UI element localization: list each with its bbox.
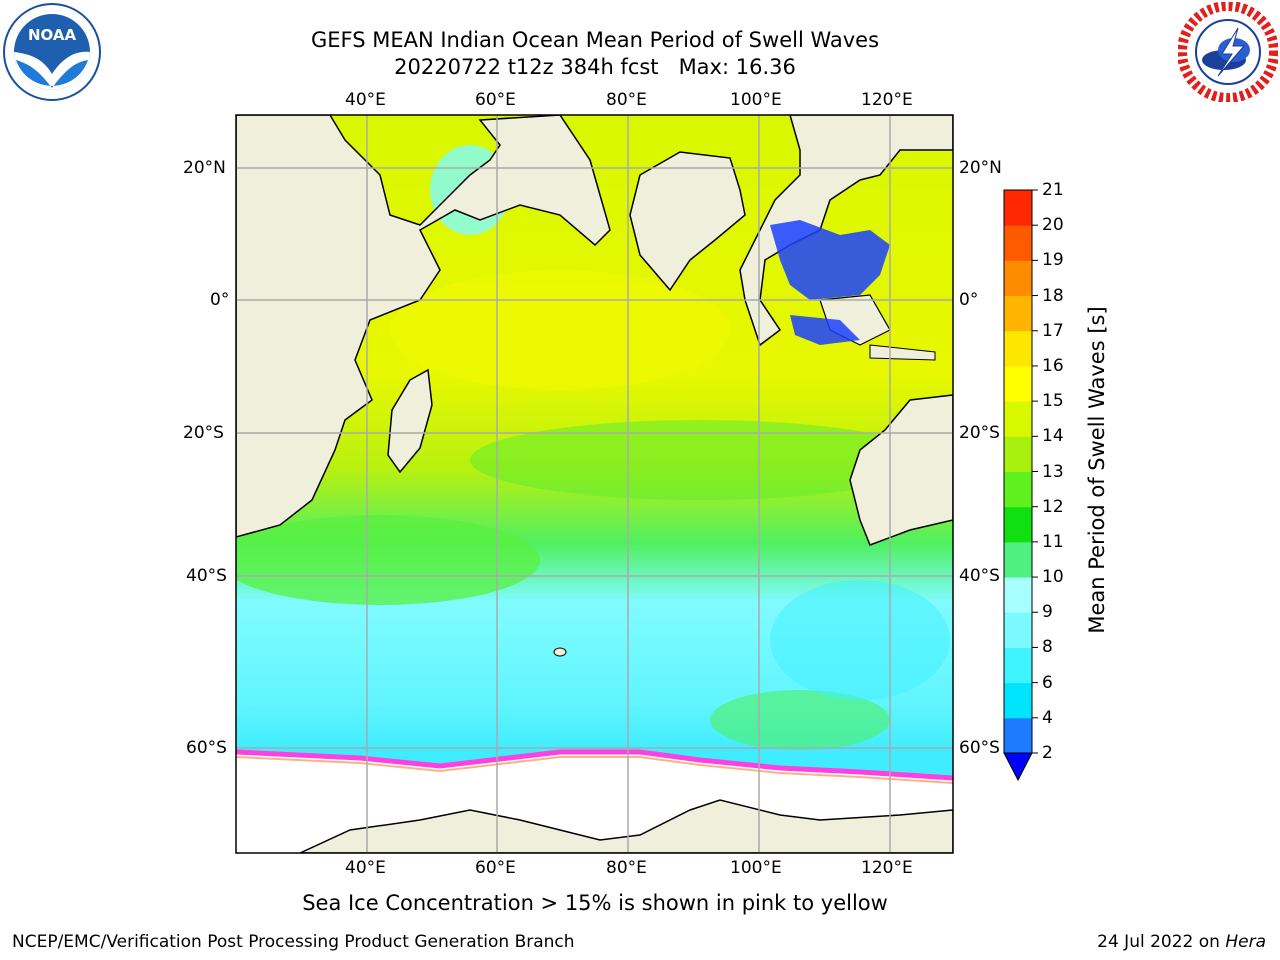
colorbar-segment <box>1004 190 1032 226</box>
lon-label-top-40e: 40°E <box>345 90 386 110</box>
colorbar-segment <box>1004 577 1032 613</box>
africa-arabia-land <box>236 115 611 538</box>
lat-label-right-40s: 40°S <box>959 566 1000 586</box>
lon-label-bottom-80e: 80°E <box>606 858 647 878</box>
colorbar-tick-label: 4 <box>1042 707 1053 728</box>
swell-region-yellow <box>390 270 730 390</box>
colorbar-segment <box>1004 295 1032 332</box>
noaa-logo-text: NOAA <box>28 26 77 44</box>
sea-ice-edge-pink <box>236 749 953 781</box>
graticule <box>236 115 953 853</box>
lon-label-bottom-60e: 60°E <box>475 858 516 878</box>
noaa-logo: NOAA <box>3 3 101 101</box>
java-land <box>869 344 936 361</box>
colorbar-tick-label: 19 <box>1042 250 1064 271</box>
swell-region-green-central <box>470 420 930 500</box>
colorbar-segment <box>1004 330 1032 367</box>
colorbar-tick-label: 15 <box>1042 391 1064 412</box>
footer-organization: NCEP/EMC/Verification Post Processing Pr… <box>12 932 575 952</box>
colorbar-tick-label: 21 <box>1042 180 1064 200</box>
map-area <box>236 115 953 853</box>
colorbar-segment <box>1004 717 1032 754</box>
colorbar-tick-label: 20 <box>1042 215 1064 236</box>
swell-region-green-west <box>236 515 540 605</box>
colorbar-tick-label: 14 <box>1042 426 1064 447</box>
footer-host: Hera <box>1225 932 1266 952</box>
south-china-sea-low-period <box>770 220 890 300</box>
colorbar-segment <box>1004 471 1032 508</box>
colorbar-tick-label: 2 <box>1042 743 1053 763</box>
lon-label-top-100e: 100°E <box>730 90 782 110</box>
colorbar-segment <box>1004 506 1032 543</box>
colorbar-segment <box>1004 682 1032 719</box>
colorbar-extend-arrow <box>1003 752 1033 782</box>
map-frame <box>235 114 954 854</box>
colorbar-segment <box>1004 612 1032 648</box>
colorbar-segment <box>1004 365 1032 402</box>
colorbar-tick-label: 8 <box>1042 637 1053 658</box>
footer-date-text: 24 Jul 2022 on <box>1097 932 1226 952</box>
swell-region-cyan-se <box>770 580 950 700</box>
colorbar-segment <box>1004 225 1032 261</box>
lat-label-left-60s: 60°S <box>186 738 227 758</box>
colorbar-segment <box>1004 647 1032 684</box>
colorbar-tick-label: 13 <box>1042 461 1064 482</box>
lon-label-top-120e: 120°E <box>861 90 913 110</box>
lat-label-right-20n: 20°N <box>959 158 1002 178</box>
java-sea-low-period <box>790 315 860 345</box>
lat-label-left-0: 0° <box>210 290 230 310</box>
kerguelen-land <box>553 647 567 657</box>
colorbar-tick-label: 10 <box>1042 567 1064 588</box>
colorbar-tick-label: 11 <box>1042 531 1064 552</box>
lon-label-bottom-40e: 40°E <box>345 858 386 878</box>
colorbar <box>1003 189 1038 782</box>
map-title: GEFS MEAN Indian Ocean Mean Period of Sw… <box>310 28 880 52</box>
lon-label-bottom-100e: 100°E <box>730 858 782 878</box>
colorbar-tick-label: 9 <box>1042 602 1053 623</box>
map-subtitle: 20220722 t12z 384h fcst Max: 16.36 <box>394 55 796 79</box>
lat-label-left-20s: 20°S <box>183 423 224 443</box>
sea-ice-edge-yellow <box>236 756 953 784</box>
lat-label-right-60s: 60°S <box>959 738 1000 758</box>
lat-label-right-0: 0° <box>959 290 979 310</box>
lon-label-top-60e: 60°E <box>475 90 516 110</box>
lon-label-bottom-120e: 120°E <box>861 858 913 878</box>
colorbar-segment <box>1004 541 1032 578</box>
india-land <box>629 151 746 292</box>
colorbar-tick-label: 17 <box>1042 320 1064 341</box>
colorbar-tick-label: 18 <box>1042 285 1064 306</box>
sea-ice-note: Sea Ice Concentration > 15% is shown in … <box>302 891 888 915</box>
colorbar-segment <box>1004 260 1032 297</box>
lat-label-right-20s: 20°S <box>959 423 1000 443</box>
colorbar-tick-label: 12 <box>1042 496 1064 517</box>
madagascar-land <box>387 368 433 474</box>
colorbar-tick-label: 16 <box>1042 355 1064 376</box>
nws-logo <box>1178 2 1278 102</box>
colorbar-title: Mean Period of Swell Waves [s] <box>1085 306 1109 634</box>
colorbar-segment <box>1004 401 1032 437</box>
antarctica-land <box>299 799 953 853</box>
footer-date: 24 Jul 2022 on Hera <box>1097 932 1266 952</box>
lat-label-left-20n: 20°N <box>183 158 226 178</box>
colorbar-tick-label: 6 <box>1042 672 1053 693</box>
swell-region-green-south <box>710 690 890 750</box>
lon-label-top-80e: 80°E <box>606 90 647 110</box>
colorbar-segment <box>1004 436 1032 472</box>
lat-label-left-40s: 40°S <box>186 566 227 586</box>
